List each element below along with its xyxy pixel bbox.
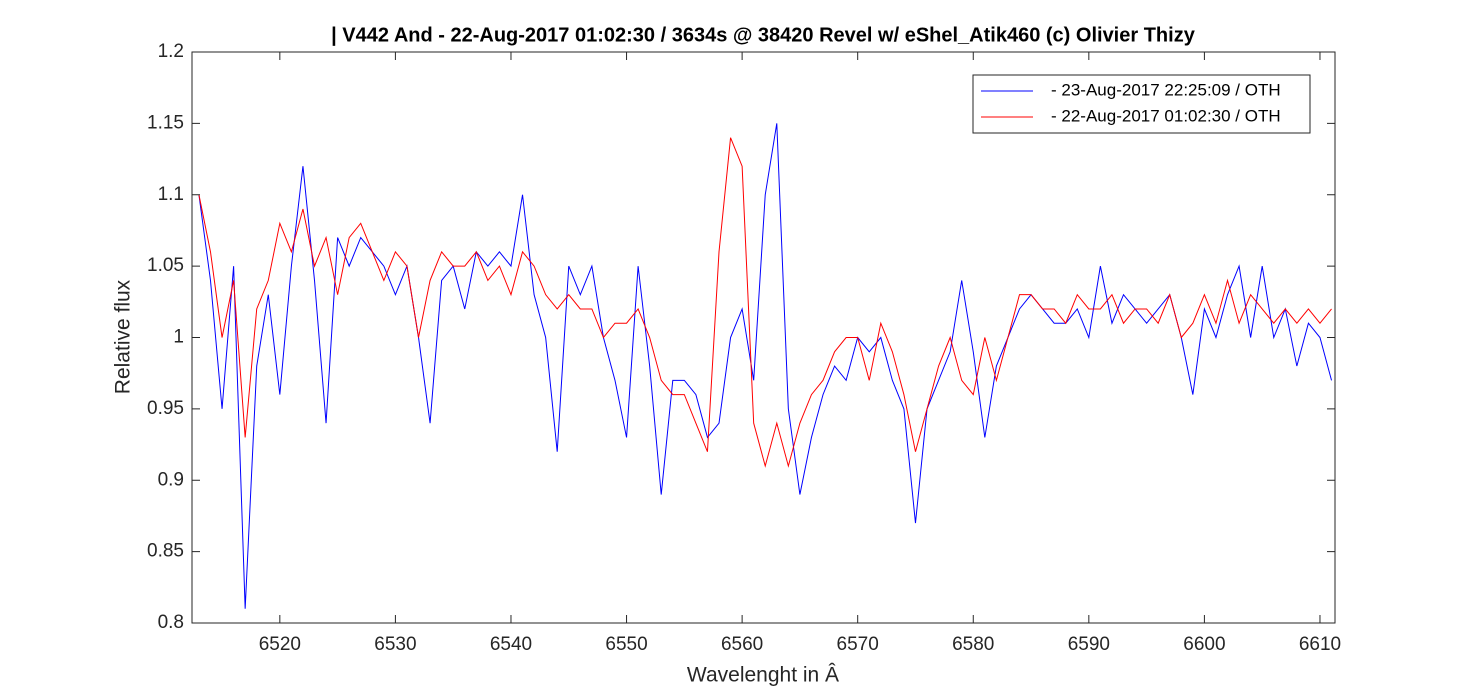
y-tick-label: 0.95 — [147, 398, 184, 419]
legend-box — [972, 74, 1311, 134]
x-tick-label: 6610 — [1299, 634, 1341, 655]
plot-lines — [198, 123, 1333, 609]
x-tick-label: 6560 — [721, 634, 763, 655]
y-tick-label: 0.9 — [158, 469, 184, 490]
y-tick-label: 1.2 — [158, 41, 184, 62]
x-axis-label: Wavelenght in Â — [687, 664, 839, 687]
y-axis-label: Relative flux — [112, 279, 135, 394]
x-tick-label: 6540 — [490, 634, 532, 655]
x-tick-label: 6600 — [1183, 634, 1225, 655]
y-tick-label: 0.85 — [147, 541, 184, 562]
y-tick-label: 1.05 — [147, 255, 184, 276]
data-line — [198, 137, 1332, 468]
legend: - 23-Aug-2017 22:25:09 / OTH - 22-Aug-201… — [972, 74, 1311, 134]
x-tick-label: 6590 — [1068, 634, 1110, 655]
x-tick-label: 6530 — [374, 634, 416, 655]
y-tick-label: 0.8 — [158, 612, 184, 633]
x-tick-label: 6550 — [605, 634, 647, 655]
chart-title: | V442 And - 22-Aug-2017 01:02:30 / 3634… — [331, 24, 1196, 46]
y-tick-label: 1.15 — [147, 112, 184, 133]
legend-label: - 22-Aug-2017 01:02:30 / OTH — [1051, 106, 1281, 125]
x-tick-label: 6520 — [259, 634, 301, 655]
x-tick-label: 6570 — [837, 634, 879, 655]
y-tick-label: 1 — [173, 327, 184, 348]
data-line — [198, 123, 1333, 609]
y-tick-label: 1.1 — [158, 184, 184, 205]
legend-label: - 23-Aug-2017 22:25:09 / OTH — [1051, 80, 1281, 99]
x-tick-label: 6580 — [952, 634, 994, 655]
